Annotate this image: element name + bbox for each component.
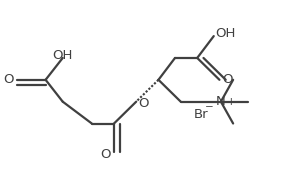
Text: O: O bbox=[139, 97, 149, 110]
Text: N: N bbox=[216, 95, 226, 108]
Text: O: O bbox=[222, 73, 233, 86]
Text: Br: Br bbox=[194, 108, 208, 120]
Text: OH: OH bbox=[52, 49, 73, 62]
Text: +: + bbox=[227, 97, 235, 107]
Text: O: O bbox=[4, 73, 14, 86]
Text: OH: OH bbox=[215, 27, 235, 40]
Text: O: O bbox=[101, 148, 111, 161]
Text: −: − bbox=[205, 102, 214, 112]
